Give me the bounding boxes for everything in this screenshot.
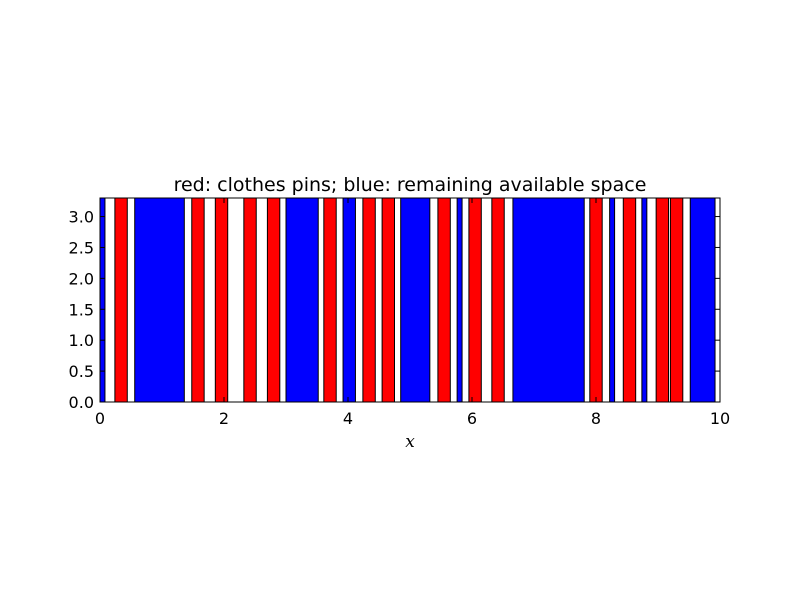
space-bar-2 <box>134 197 185 403</box>
space-bar-5 <box>400 197 431 403</box>
x-axis-label: x <box>405 432 415 452</box>
pin-bar-15 <box>669 197 684 403</box>
chart-title: red: clothes pins; blue: remaining avail… <box>174 174 647 196</box>
y-tick-label: 0.5 <box>69 362 94 381</box>
pin-bar-13 <box>622 197 637 403</box>
y-tick-label: 1.5 <box>69 300 94 319</box>
space-bar-6 <box>456 197 463 403</box>
axes-frame <box>99 197 721 403</box>
x-tick-label: 6 <box>467 409 477 428</box>
y-tick-label: 2.0 <box>69 269 94 288</box>
pin-bar-1 <box>114 197 128 403</box>
y-tick-label: 3.0 <box>69 208 94 227</box>
x-tick-label: 4 <box>343 409 353 428</box>
pin-bar-11 <box>491 197 505 403</box>
pin-bar-2 <box>191 197 205 403</box>
pin-bar-9 <box>437 197 451 403</box>
pin-bar-10 <box>468 197 482 403</box>
pin-bar-5 <box>266 197 281 403</box>
pin-bar-7 <box>362 197 376 403</box>
x-tick-label: 8 <box>591 409 601 428</box>
y-tick-label: 2.5 <box>69 238 94 257</box>
pin-bar-3 <box>214 197 229 403</box>
y-tick-label: 0.0 <box>69 393 94 412</box>
pin-bar-8 <box>381 197 396 403</box>
pin-bar-12 <box>589 197 603 403</box>
x-tick-label: 2 <box>219 409 229 428</box>
x-tick-label: 0 <box>95 409 105 428</box>
x-tick-label: 10 <box>710 409 730 428</box>
y-axis: 0.0 0.5 1.0 1.5 2.0 2.5 3.0 <box>69 208 720 412</box>
space-bar-9 <box>641 197 648 403</box>
pin-bar-4 <box>243 197 257 403</box>
space-bar-8 <box>609 197 616 403</box>
bars-group <box>99 197 716 403</box>
y-tick-label: 1.0 <box>69 331 94 350</box>
pin-bar-6 <box>323 197 337 403</box>
space-bar-3 <box>285 197 319 403</box>
pin-bar-14 <box>655 197 670 403</box>
space-bar-10 <box>689 197 716 403</box>
x-axis: 0 2 4 6 8 10 <box>95 198 730 428</box>
space-bar-4 <box>342 197 356 403</box>
space-bar-7 <box>512 197 585 403</box>
